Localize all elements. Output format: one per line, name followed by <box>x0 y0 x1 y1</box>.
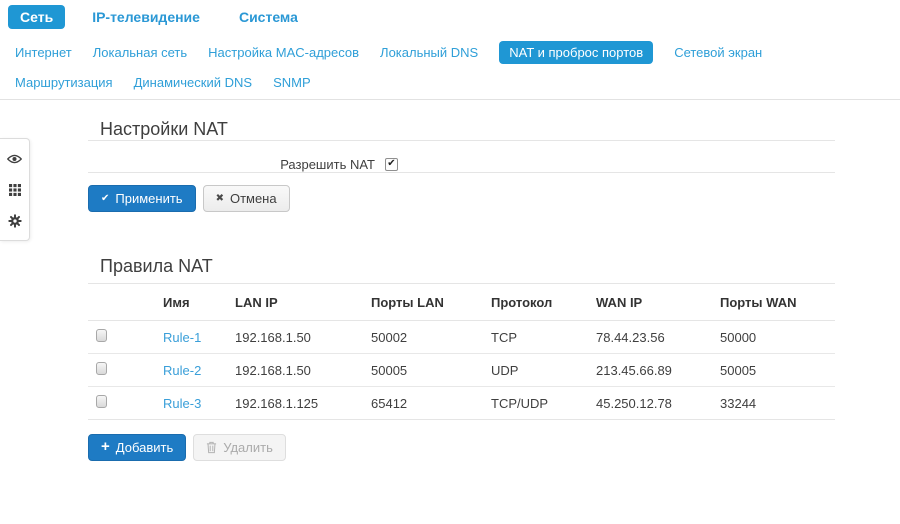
cell-lan-ports: 50002 <box>371 329 408 345</box>
subnav-item-local-dns[interactable]: Локальный DNS <box>380 45 479 60</box>
apply-button-label: Применить <box>115 191 183 206</box>
settings-actions: ✔ Применить ✖ Отмена <box>88 185 835 212</box>
nat-settings-title: Настройки NAT <box>100 119 228 139</box>
column-header-wan-ip: WAN IP <box>596 295 643 310</box>
enable-nat-row: Разрешить NAT ✔ <box>88 156 835 172</box>
cell-protocol: TCP <box>491 329 517 345</box>
rule-link[interactable]: Rule-2 <box>163 362 202 378</box>
row-checkbox[interactable] <box>96 395 107 408</box>
plus-icon: + <box>101 438 110 455</box>
table-row: Rule-2 192.168.1.50 50005 UDP 213.45.66.… <box>88 354 835 387</box>
divider <box>88 172 835 173</box>
cell-lan-ports: 50005 <box>371 362 408 378</box>
apply-button[interactable]: ✔ Применить <box>88 185 196 212</box>
delete-button-label: Удалить <box>223 440 273 455</box>
rule-link[interactable]: Rule-1 <box>163 329 202 345</box>
cell-lan-ip: 192.168.1.125 <box>235 395 319 411</box>
divider <box>88 419 835 420</box>
cell-protocol: TCP/UDP <box>491 395 549 411</box>
cell-wan-ports: 33244 <box>720 395 757 411</box>
trash-icon <box>206 441 217 454</box>
cell-protocol: UDP <box>491 362 519 378</box>
main-content: Настройки NAT Разрешить NAT ✔ ✔ Применит… <box>88 119 835 461</box>
cell-wan-ip: 213.45.66.89 <box>596 362 672 378</box>
enable-nat-checkbox[interactable]: ✔ <box>385 157 398 171</box>
column-header-lan-ip: LAN IP <box>235 295 278 310</box>
cell-lan-ports: 65412 <box>371 395 408 411</box>
nat-rules-title: Правила NAT <box>100 256 213 276</box>
topnav-item-network[interactable]: Сеть <box>8 5 66 29</box>
cancel-button[interactable]: ✖ Отмена <box>202 185 290 212</box>
subnav-item-nat[interactable]: NAT и проброс портов <box>499 41 654 64</box>
cell-wan-ip: 78.44.23.56 <box>596 329 665 345</box>
cross-icon: ✖ <box>215 192 224 204</box>
divider <box>88 140 835 141</box>
top-navigation: Сеть IP-телевидение Система <box>8 5 900 29</box>
gear-icon <box>7 213 22 228</box>
cancel-button-label: Отмена <box>229 191 277 206</box>
tool-sidebar <box>0 138 30 241</box>
sub-navigation: Интернет Локальная сеть Настройка MAC-ад… <box>15 41 835 94</box>
grid-view-button[interactable] <box>7 183 23 196</box>
subnav-item-routing[interactable]: Маршрутизация <box>15 75 113 90</box>
delete-rule-button[interactable]: Удалить <box>193 434 286 461</box>
cell-lan-ip: 192.168.1.50 <box>235 329 311 345</box>
subnav-item-snmp[interactable]: SNMP <box>273 75 311 90</box>
topnav-item-system[interactable]: Система <box>238 9 298 25</box>
header: Сеть IP-телевидение Система Интернет Лок… <box>0 0 900 100</box>
add-button-label: Добавить <box>115 440 174 455</box>
subnav-item-internet[interactable]: Интернет <box>15 45 72 60</box>
rule-link[interactable]: Rule-3 <box>163 395 202 411</box>
cell-wan-ports: 50005 <box>720 362 757 378</box>
cell-wan-ip: 45.250.12.78 <box>596 395 672 411</box>
check-icon: ✔ <box>101 192 110 204</box>
cell-wan-ports: 50000 <box>720 329 757 345</box>
rules-actions: + Добавить Удалить <box>88 434 835 461</box>
column-header-protocol: Протокол <box>491 295 553 310</box>
subnav-item-firewall[interactable]: Сетевой экран <box>674 45 763 60</box>
settings-button[interactable] <box>7 213 23 228</box>
table-header-row: Имя LAN IP Порты LAN Протокол WAN IP Пор… <box>88 283 835 321</box>
table-row: Rule-1 192.168.1.50 50002 TCP 78.44.23.5… <box>88 321 835 354</box>
row-checkbox[interactable] <box>96 329 107 342</box>
subnav-item-local-network[interactable]: Локальная сеть <box>92 45 188 60</box>
column-header-lan-ports: Порты LAN <box>371 295 444 310</box>
view-mode-button[interactable] <box>7 152 23 165</box>
row-checkbox[interactable] <box>96 362 107 375</box>
table-row: Rule-3 192.168.1.125 65412 TCP/UDP 45.25… <box>88 387 835 420</box>
topnav-item-iptv[interactable]: IP-телевидение <box>92 9 200 25</box>
cell-lan-ip: 192.168.1.50 <box>235 362 311 378</box>
subnav-item-mac-settings[interactable]: Настройка MAC-адресов <box>208 45 360 60</box>
subnav-item-dynamic-dns[interactable]: Динамический DNS <box>133 75 253 90</box>
enable-nat-label: Разрешить NAT <box>280 156 375 172</box>
eye-icon <box>7 154 22 164</box>
column-header-wan-ports: Порты WAN <box>720 295 797 310</box>
add-rule-button[interactable]: + Добавить <box>88 434 187 461</box>
nat-rules-table: Имя LAN IP Порты LAN Протокол WAN IP Пор… <box>88 283 835 419</box>
column-header-name: Имя <box>163 295 190 310</box>
select-column-header <box>88 284 155 321</box>
grid-icon <box>8 183 21 196</box>
